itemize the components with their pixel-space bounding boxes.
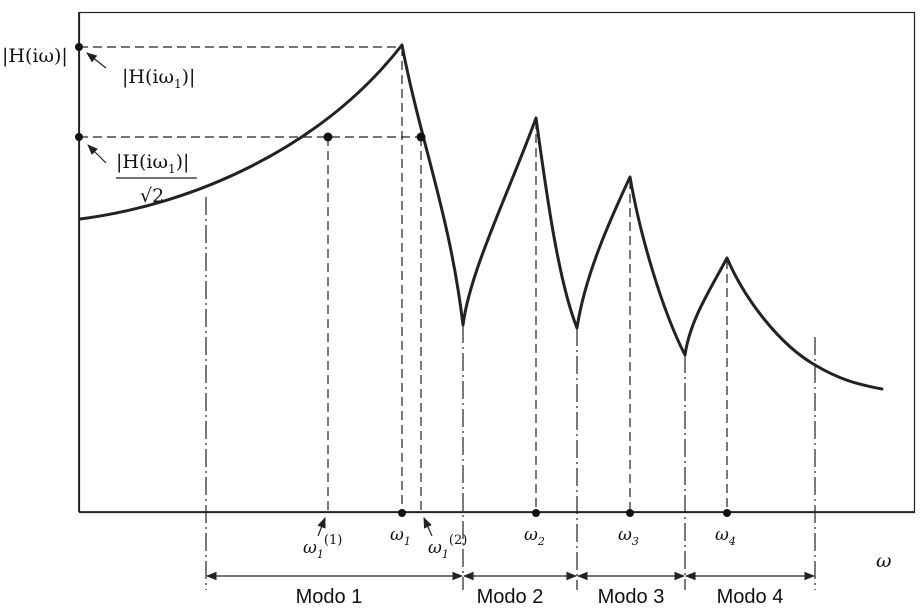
peak-value-label: |H(iω1)| (122, 66, 195, 91)
halfpower-label-arrow (87, 144, 107, 164)
omega2-label: ω2 (524, 525, 545, 548)
y-axis-label: |H(iω)| (2, 45, 68, 67)
peak-label-arrow (86, 52, 107, 69)
mode1-label: Modo 1 (296, 586, 363, 608)
halfpower-denominator: √2 (140, 185, 164, 207)
omega4-dot (723, 509, 731, 517)
mode2-label: Modo 2 (477, 586, 544, 608)
omega1-dot (398, 509, 406, 517)
omega4-label: ω4 (715, 525, 736, 548)
halfpower-upper-dot (416, 132, 426, 142)
frf-curve (78, 43, 884, 391)
halfpower-level-dot (75, 133, 83, 141)
mode3-label: Modo 3 (598, 586, 665, 608)
omega1-lower-arrow (317, 516, 326, 537)
omega3-dot (626, 509, 634, 517)
omega1-lower-label: ω1(1) (303, 533, 342, 561)
x-axis-label: ω (876, 550, 892, 572)
halfpower-numerator: |H(iω1)| (116, 151, 189, 176)
mode4-label: Modo 4 (717, 586, 784, 608)
plot-frame (78, 11, 916, 514)
omega1-label: ω1 (390, 525, 411, 548)
omega2-dot (532, 509, 540, 517)
peak-level-dot (75, 43, 83, 51)
omega1-upper-arrow (423, 517, 433, 537)
omega1-upper-label: ω1(2) (428, 533, 467, 561)
halfpower-lower-dot (323, 132, 333, 142)
omega3-label: ω3 (618, 525, 639, 548)
